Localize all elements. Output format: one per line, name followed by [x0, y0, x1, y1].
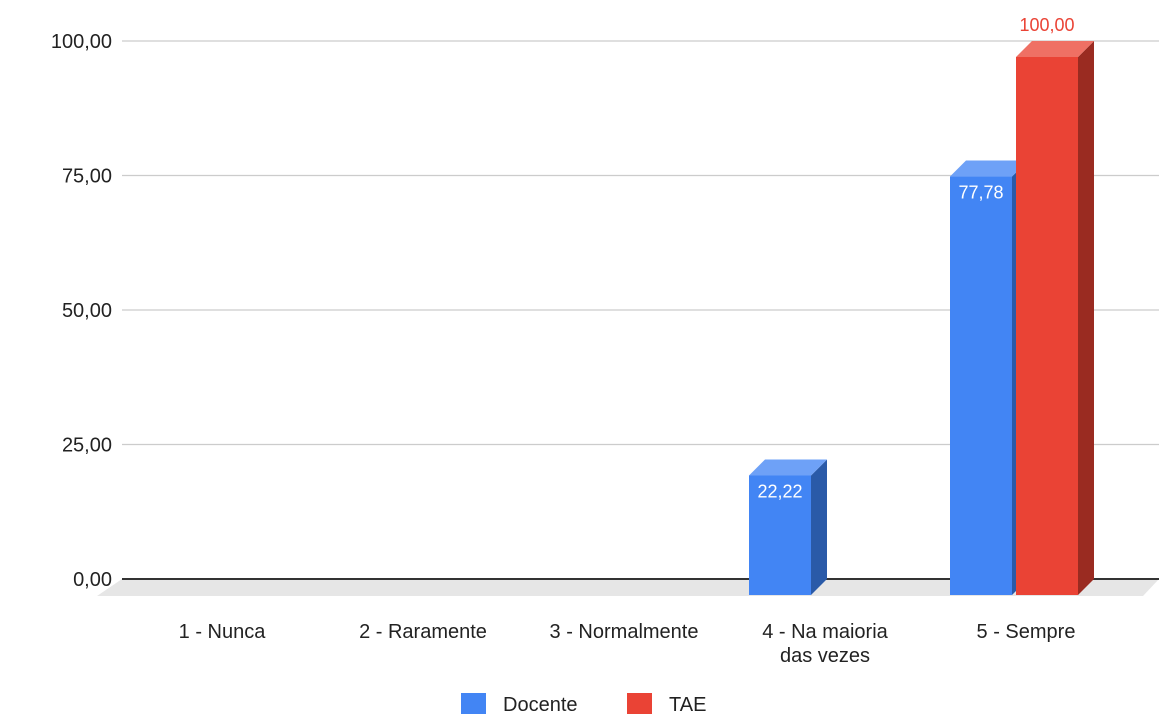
y-tick-label: 50,00: [62, 300, 112, 322]
x-category-label: 2 - Raramente: [359, 621, 487, 643]
x-category-label: 3 - Normalmente: [550, 621, 699, 643]
bar: 100,00: [1016, 15, 1094, 595]
legend-label: Docente: [503, 694, 578, 715]
bar-top: [950, 160, 1028, 177]
x-category-label: 4 - Na maioria: [762, 621, 888, 643]
data-label: 100,00: [1019, 15, 1074, 35]
bar-top: [749, 459, 827, 476]
legend-label: TAE: [669, 694, 706, 715]
bar-front: [749, 475, 811, 595]
legend: Docente TAE: [461, 693, 706, 715]
legend-swatch: [461, 693, 486, 714]
legend-swatch: [627, 693, 652, 714]
y-tick-label: 75,00: [62, 166, 112, 188]
bar-front: [1016, 57, 1078, 595]
bar-side: [811, 459, 827, 595]
y-tick-label: 25,00: [62, 435, 112, 457]
x-category-label: das vezes: [780, 645, 870, 667]
y-tick-label: 100,00: [51, 31, 112, 53]
chart-floor: [97, 579, 1159, 596]
x-category-label: 1 - Nunca: [179, 621, 267, 643]
floor-plane: [97, 579, 1159, 596]
x-category-label: 5 - Sempre: [977, 621, 1076, 643]
data-label: 77,78: [958, 183, 1003, 203]
y-axis-ticks: 0,00 25,00 50,00 75,00 100,00: [51, 31, 112, 591]
y-tick-label: 0,00: [73, 569, 112, 591]
data-label: 22,22: [757, 481, 802, 501]
bar-top: [1016, 41, 1094, 57]
x-axis-labels: 1 - Nunca 2 - Raramente 3 - Normalmente 4 -…: [179, 621, 1076, 667]
bars: 22,22 77,78 100,00: [749, 15, 1094, 596]
bar: 22,22: [749, 459, 827, 595]
bar-side: [1078, 41, 1094, 595]
bar-front: [950, 176, 1012, 596]
